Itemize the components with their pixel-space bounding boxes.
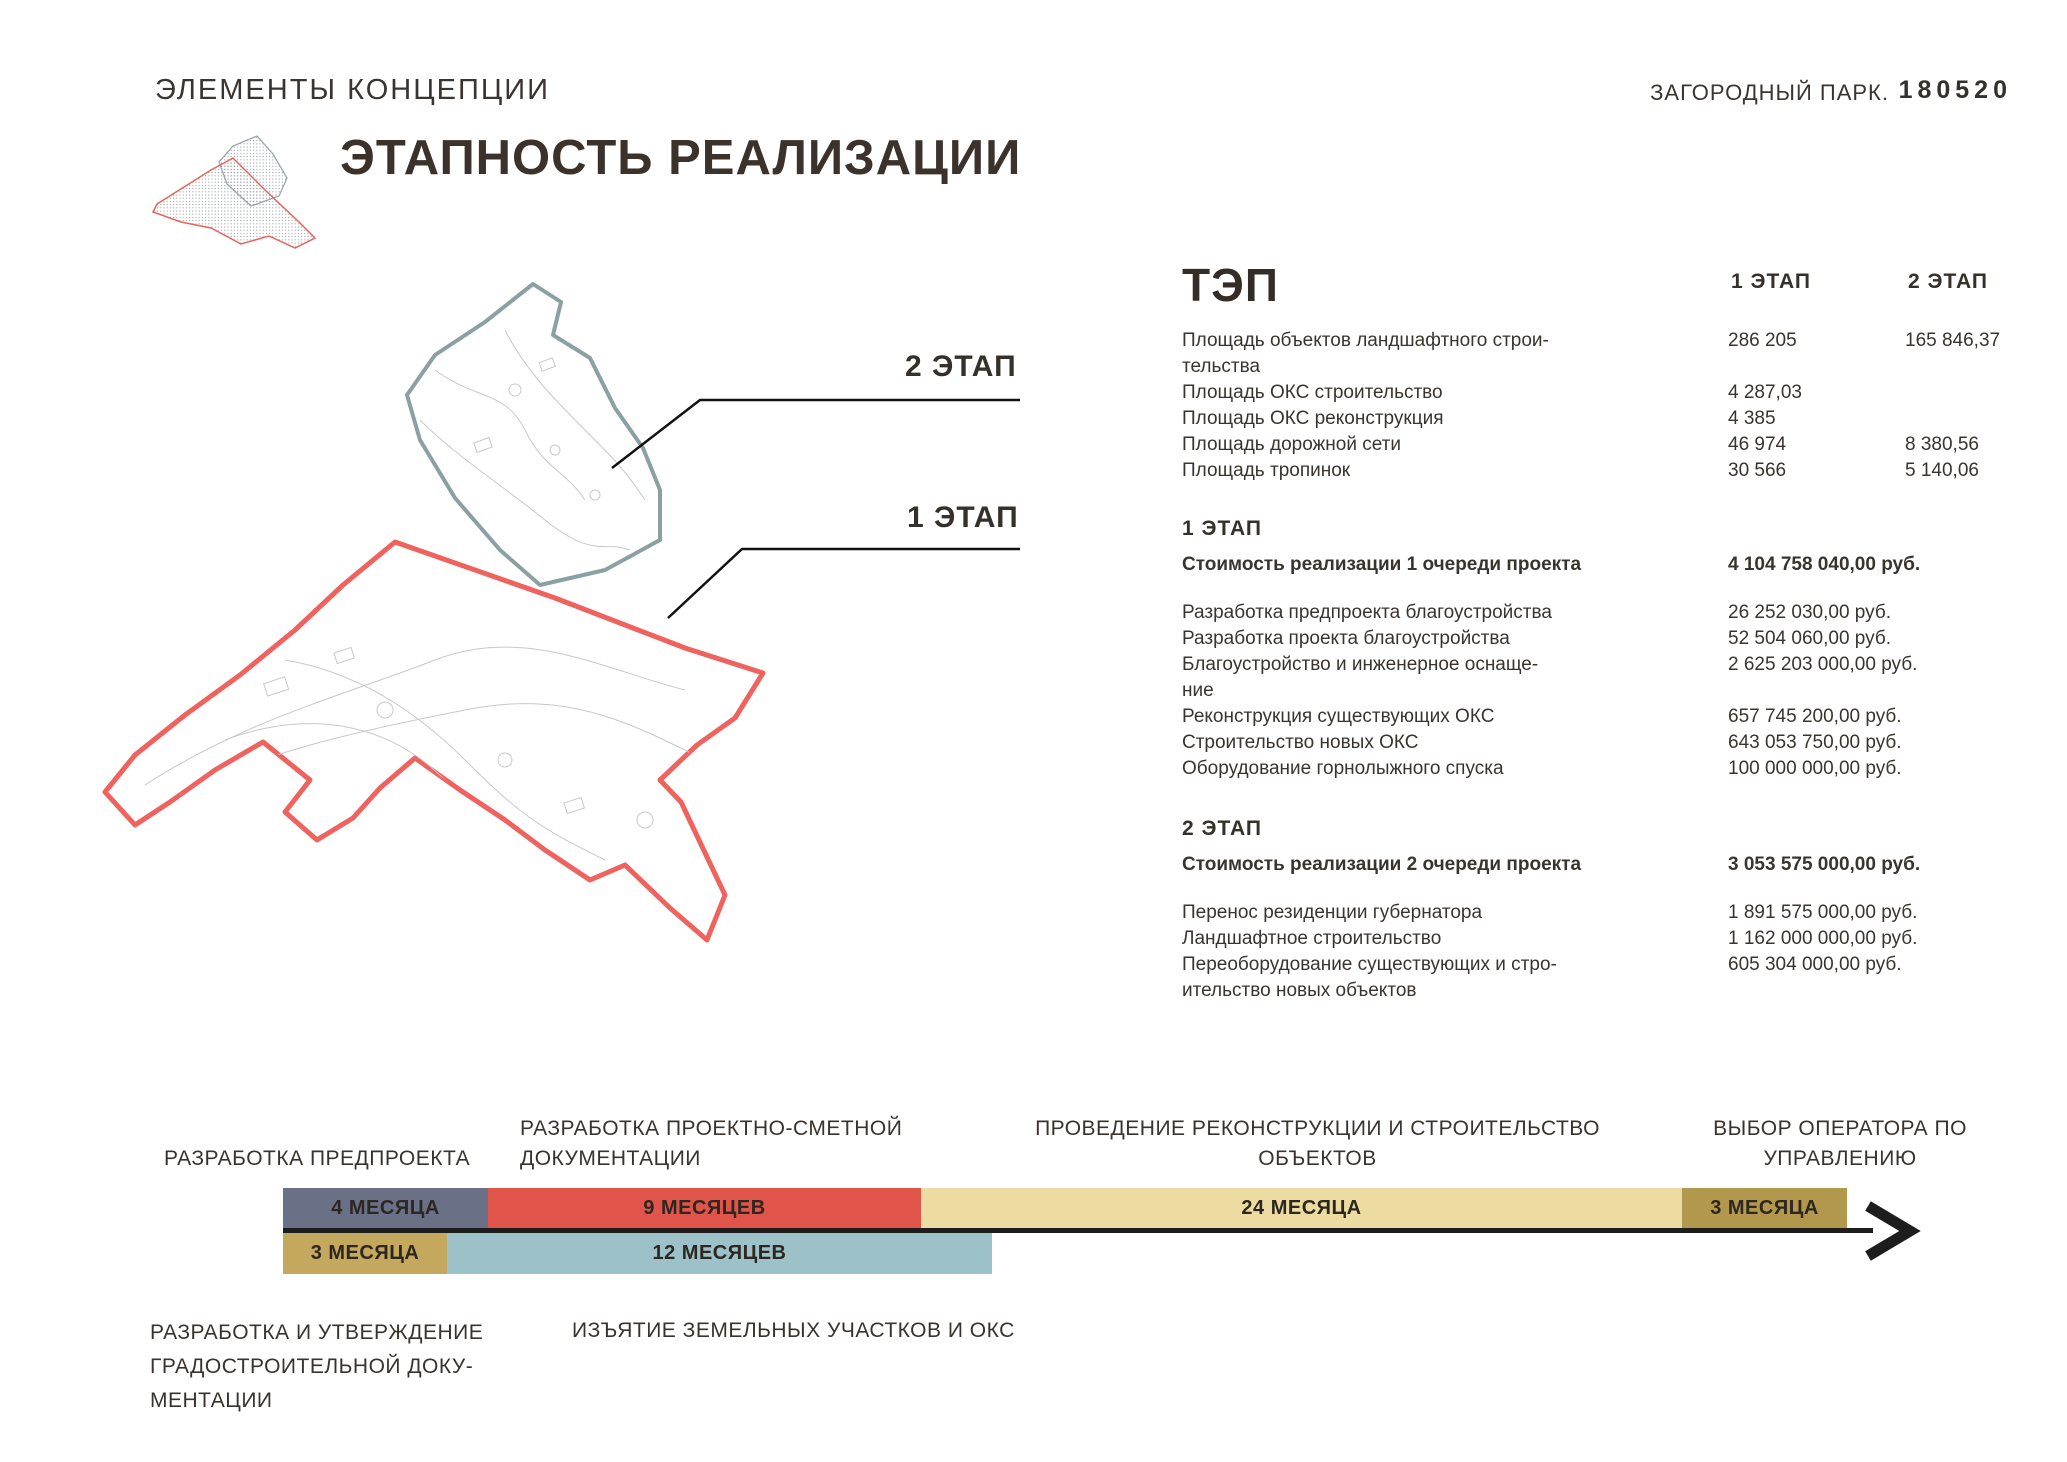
stage2-items: Перенос резиденции губернатора 1 891 575…	[1182, 900, 2015, 1004]
row-label: Площадь тропинок	[1182, 460, 1351, 481]
tep-col2-header: 2 ЭТАП	[1908, 270, 1988, 293]
table-row: Площадь объектов ландшафтного строи- тел…	[1182, 328, 2015, 380]
item-label: Реконструкция существующих ОКС	[1182, 706, 1495, 727]
stage2-map-label: 2 ЭТАП	[905, 350, 1017, 383]
timeline-segment-3-months-bottom: 3 МЕСЯЦА	[283, 1233, 447, 1274]
item-label: Переоборудование существующих и стро- ит…	[1182, 954, 1557, 1001]
cost-item: Строительство новых ОКС 643 053 750,00 р…	[1182, 730, 2015, 756]
cost-item: Благоустройство и инженерное оснаще- ние…	[1182, 652, 2015, 704]
timeline-top-row: 4 МЕСЯЦА 9 МЕСЯЦЕВ 24 МЕСЯЦА 3 МЕСЯЦА	[283, 1188, 1847, 1228]
timeline-segment-4-months: 4 МЕСЯЦА	[283, 1188, 488, 1228]
table-row: Площадь ОКС реконструкция 4 385	[1182, 406, 2015, 432]
row-value-1: 4 287,03	[1728, 382, 1802, 403]
row-value-2: 8 380,56	[1905, 434, 1979, 455]
stage2-linework	[419, 329, 646, 551]
stage2-heading: 2 ЭТАП	[1182, 817, 1262, 840]
cost-item: Разработка проекта благоустройства 52 50…	[1182, 626, 2015, 652]
row-value-2: 165 846,37	[1905, 330, 2001, 351]
tep-col1-header: 1 ЭТАП	[1731, 270, 1811, 293]
cost-item: Ландшафтное строительство 1 162 000 000,…	[1182, 926, 2015, 952]
item-label: Благоустройство и инженерное оснаще- ние	[1182, 654, 1539, 701]
timeline-axis-line	[283, 1228, 1873, 1233]
total-label: Стоимость реализации 1 очереди проекта	[1182, 554, 1582, 575]
row-value-1: 46 974	[1728, 434, 1787, 455]
section-title: ЭЛЕМЕНТЫ КОНЦЕПЦИИ	[155, 74, 550, 106]
stage1-callout-line	[667, 547, 1020, 619]
item-value: 1 891 575 000,00 руб.	[1728, 902, 1918, 923]
stage1-map-label: 1 ЭТАП	[907, 501, 1019, 534]
item-value: 52 504 060,00 руб.	[1728, 628, 1892, 649]
site-plan-map	[102, 282, 1020, 943]
stage2-section: 2 ЭТАП Стоимость реализации 2 очереди пр…	[1182, 816, 2015, 1004]
item-value: 100 000 000,00 руб.	[1728, 758, 1902, 779]
timeline-segment-24-months: 24 МЕСЯЦА	[921, 1188, 1682, 1228]
stage1-total-row: Стоимость реализации 1 очереди проекта 4…	[1182, 552, 2015, 578]
timeline-label-reconstruction: ПРОВЕДЕНИЕ РЕКОНСТРУКЦИИ И СТРОИТЕЛЬСТВО…	[1035, 1117, 1600, 1170]
stage1-items: Разработка предпроекта благоустройства 2…	[1182, 600, 2015, 782]
stage2-boundary	[405, 282, 662, 587]
stage1-section: 1 ЭТАП Стоимость реализации 1 очереди пр…	[1182, 516, 2015, 782]
timeline-bottom-row: 3 МЕСЯЦА 12 МЕСЯЦЕВ	[283, 1233, 992, 1274]
tep-title: ТЭП	[1182, 259, 1279, 311]
item-label: Перенос резиденции губернатора	[1182, 902, 1483, 923]
project-code: 180520	[1898, 76, 2012, 104]
total-value: 3 053 575 000,00 руб.	[1728, 854, 1921, 875]
item-value: 26 252 030,00 руб.	[1728, 602, 1892, 623]
project-name: ЗАГОРОДНЫЙ ПАРК.	[1650, 80, 1889, 105]
table-row: Площадь дорожной сети 46 974 8 380,56	[1182, 432, 2015, 458]
item-label: Ландшафтное строительство	[1182, 928, 1442, 949]
tep-table: Площадь объектов ландшафтного строи- тел…	[1182, 328, 2015, 484]
timeline-segment-12-months: 12 МЕСЯЦЕВ	[447, 1233, 992, 1274]
row-label: Площадь ОКС строительство	[1182, 382, 1443, 403]
row-label: Площадь ОКС реконструкция	[1182, 408, 1444, 429]
timeline-segment-9-months: 9 МЕСЯЦЕВ	[488, 1188, 921, 1228]
stage1-boundary	[102, 539, 766, 943]
row-value-1: 30 566	[1728, 460, 1787, 481]
row-value-1: 286 205	[1728, 330, 1797, 351]
timeline-label-land-withdrawal: ИЗЪЯТИЕ ЗЕМЕЛЬНЫХ УЧАСТКОВ И ОКС	[572, 1319, 1015, 1342]
item-value: 1 162 000 000,00 руб.	[1728, 928, 1918, 949]
stage2-callout-line	[611, 398, 1020, 469]
stage1-linework	[144, 646, 706, 861]
table-row: Площадь ОКС строительство 4 287,03	[1182, 380, 2015, 406]
row-value-1: 4 385	[1728, 408, 1776, 429]
timeline-label-design-docs: РАЗРАБОТКА ПРОЕКТНО-СМЕТНОЙ ДОКУМЕНТАЦИИ	[520, 1117, 903, 1170]
total-label: Стоимость реализации 2 очереди проекта	[1182, 854, 1582, 875]
table-row: Площадь тропинок 30 566 5 140,06	[1182, 458, 2015, 484]
stage2-total-row: Стоимость реализации 2 очереди проекта 3…	[1182, 852, 2015, 878]
item-value: 2 625 203 000,00 руб.	[1728, 654, 1918, 675]
timeline-label-urban-docs: РАЗРАБОТКА И УТВЕРЖДЕНИЕ ГРАДОСТРОИТЕЛЬН…	[150, 1321, 484, 1412]
cost-item: Разработка предпроекта благоустройства 2…	[1182, 600, 2015, 626]
item-label: Строительство новых ОКС	[1182, 732, 1419, 753]
timeline-label-predproject: РАЗРАБОТКА ПРЕДПРОЕКТА	[164, 1147, 471, 1170]
timeline-label-operator: ВЫБОР ОПЕРАТОРА ПО УПРАВЛЕНИЮ	[1713, 1117, 1967, 1170]
total-value: 4 104 758 040,00 руб.	[1728, 554, 1921, 575]
timeline-arrowhead-icon	[1865, 1201, 1921, 1261]
item-value: 643 053 750,00 руб.	[1728, 732, 1902, 753]
site-thumbnail	[151, 135, 317, 249]
item-value: 605 304 000,00 руб.	[1728, 954, 1902, 975]
row-value-2: 5 140,06	[1905, 460, 1979, 481]
cost-item: Оборудование горнолыжного спуска 100 000…	[1182, 756, 2015, 782]
cost-item: Перенос резиденции губернатора 1 891 575…	[1182, 900, 2015, 926]
timeline-segment-3-months-top: 3 МЕСЯЦА	[1682, 1188, 1847, 1228]
row-label: Площадь объектов ландшафтного строи- тел…	[1182, 330, 1549, 377]
item-label: Оборудование горнолыжного спуска	[1182, 758, 1504, 779]
item-value: 657 745 200,00 руб.	[1728, 706, 1902, 727]
thumb-stage1-area	[151, 157, 317, 249]
page-title: ЭТАПНОСТЬ РЕАЛИЗАЦИИ	[340, 131, 1022, 185]
stage1-heading: 1 ЭТАП	[1182, 517, 1262, 540]
row-label: Площадь дорожной сети	[1182, 434, 1401, 455]
cost-item: Реконструкция существующих ОКС 657 745 2…	[1182, 704, 2015, 730]
cost-item: Переоборудование существующих и стро- ит…	[1182, 952, 2015, 1004]
item-label: Разработка предпроекта благоустройства	[1182, 602, 1552, 623]
item-label: Разработка проекта благоустройства	[1182, 628, 1510, 649]
